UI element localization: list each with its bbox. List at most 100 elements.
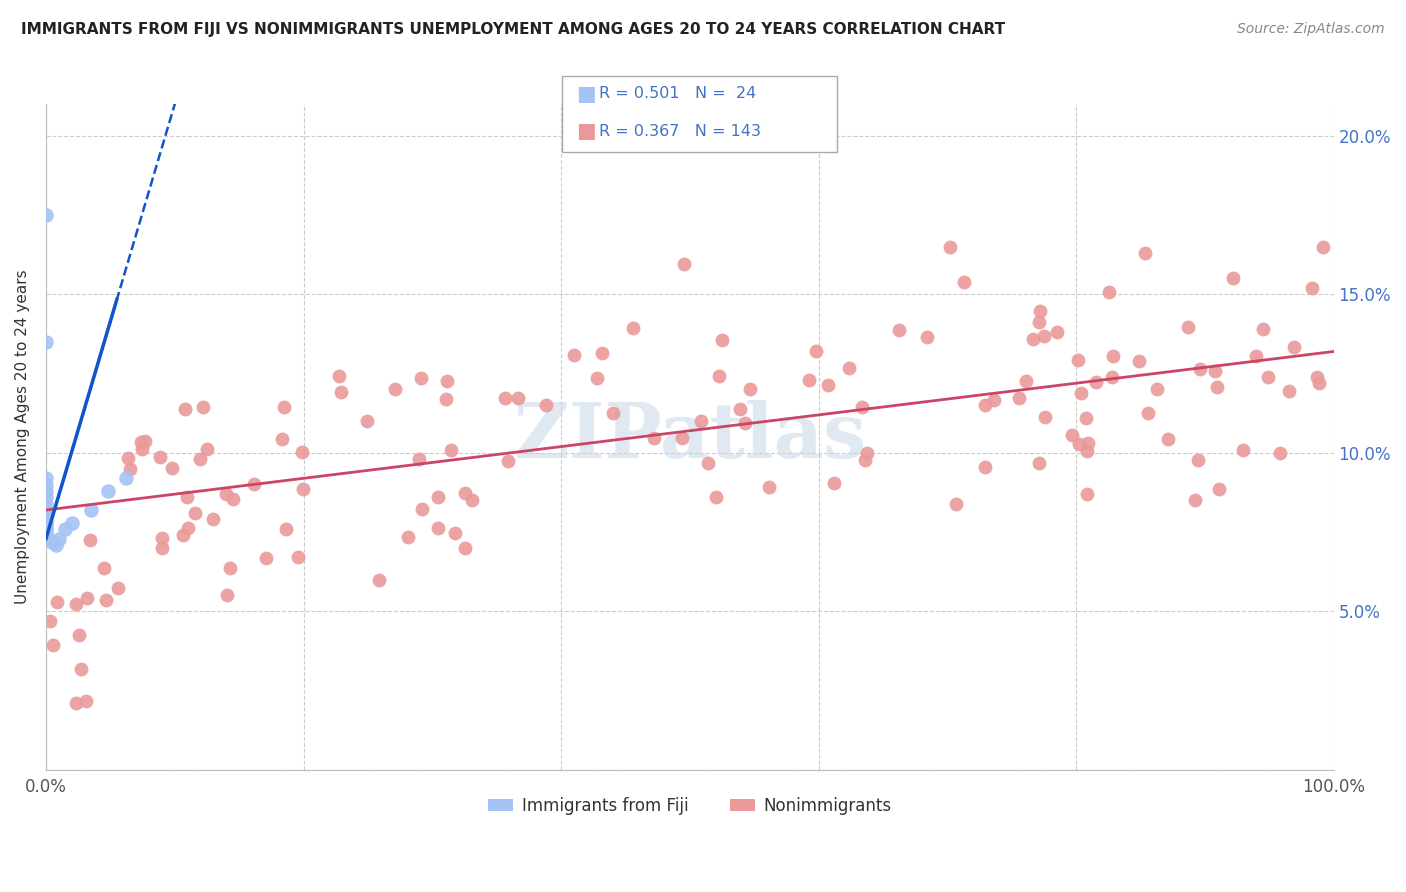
Point xyxy=(35,525,58,540)
Point xyxy=(440,442,463,457)
Text: R = 0.501   N =  24: R = 0.501 N = 24 xyxy=(599,87,756,101)
Point xyxy=(276,522,298,536)
Point xyxy=(436,392,458,406)
Text: ■: ■ xyxy=(576,84,596,103)
Point xyxy=(411,502,433,516)
Point xyxy=(496,453,519,467)
Point xyxy=(1062,428,1084,442)
Point xyxy=(1033,328,1056,343)
Point xyxy=(134,434,156,448)
Point xyxy=(1128,353,1150,368)
Point xyxy=(730,401,752,416)
Point xyxy=(1136,406,1159,420)
Point xyxy=(45,538,67,552)
Point xyxy=(1067,352,1090,367)
Point xyxy=(94,593,117,607)
Point xyxy=(1046,326,1069,340)
Point xyxy=(1268,446,1291,460)
Point xyxy=(851,400,873,414)
Point xyxy=(53,522,76,536)
Point xyxy=(797,373,820,387)
Point xyxy=(35,334,58,349)
Point xyxy=(602,406,624,420)
Point xyxy=(188,452,211,467)
Point xyxy=(585,371,607,385)
Point xyxy=(242,476,264,491)
Point xyxy=(65,597,87,611)
Point xyxy=(1077,436,1099,450)
Point xyxy=(41,534,63,549)
Point xyxy=(1008,391,1031,405)
Point xyxy=(1222,271,1244,285)
Text: ZIPatlas: ZIPatlas xyxy=(513,401,866,475)
Point xyxy=(1101,370,1123,384)
Point xyxy=(1177,319,1199,334)
Point xyxy=(591,346,613,360)
Point xyxy=(79,533,101,547)
Point xyxy=(856,446,879,460)
Point xyxy=(35,497,58,511)
Point xyxy=(328,369,350,384)
Point xyxy=(384,383,406,397)
Point xyxy=(506,391,529,405)
Point xyxy=(271,432,294,446)
Point xyxy=(35,532,58,546)
Point xyxy=(291,445,314,459)
Point xyxy=(536,398,558,412)
Point xyxy=(436,374,458,388)
Point xyxy=(195,442,218,456)
Point xyxy=(1014,374,1036,388)
Text: Source: ZipAtlas.com: Source: ZipAtlas.com xyxy=(1237,22,1385,37)
Point xyxy=(710,333,733,347)
Point xyxy=(915,330,938,344)
Point xyxy=(35,477,58,491)
Point xyxy=(1028,315,1050,329)
Point xyxy=(973,398,995,412)
Point xyxy=(983,393,1005,408)
Point xyxy=(1253,321,1275,335)
Point xyxy=(704,491,727,505)
Point xyxy=(80,503,103,517)
Point xyxy=(1187,453,1209,467)
Point xyxy=(174,401,197,416)
Point xyxy=(1067,437,1090,451)
Point xyxy=(1188,362,1211,376)
Point xyxy=(150,531,173,545)
Point xyxy=(93,560,115,574)
Point xyxy=(191,401,214,415)
Point xyxy=(974,460,997,475)
Point xyxy=(35,528,58,542)
Point xyxy=(1244,349,1267,363)
Point xyxy=(427,491,450,505)
Point xyxy=(1184,493,1206,508)
Point xyxy=(1312,240,1334,254)
Point xyxy=(218,561,240,575)
Text: R = 0.367   N = 143: R = 0.367 N = 143 xyxy=(599,124,761,138)
Point xyxy=(368,574,391,588)
Point xyxy=(817,378,839,392)
Text: ■: ■ xyxy=(576,121,596,141)
Point xyxy=(1157,432,1180,446)
Point xyxy=(1208,482,1230,496)
Point xyxy=(1074,411,1097,425)
Point xyxy=(97,483,120,498)
Point xyxy=(65,696,87,710)
Y-axis label: Unemployment Among Ages 20 to 24 years: Unemployment Among Ages 20 to 24 years xyxy=(15,269,30,605)
Point xyxy=(273,401,295,415)
Point xyxy=(838,361,860,376)
Point xyxy=(1232,442,1254,457)
Point xyxy=(176,491,198,505)
Point xyxy=(60,516,83,530)
Point xyxy=(804,343,827,358)
Point xyxy=(1205,380,1227,394)
Point xyxy=(118,461,141,475)
Point xyxy=(1146,382,1168,396)
Point xyxy=(254,551,277,566)
Point xyxy=(689,414,711,428)
Point xyxy=(150,541,173,555)
Point xyxy=(1029,304,1052,318)
Point xyxy=(35,483,58,498)
Point xyxy=(758,480,780,494)
Point xyxy=(409,370,432,384)
Point xyxy=(46,595,69,609)
